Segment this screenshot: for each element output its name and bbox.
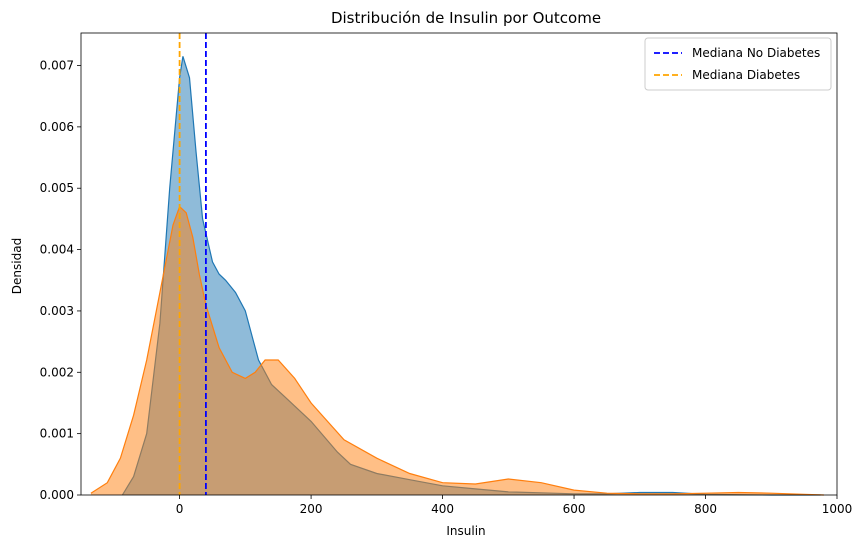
plot-area [90,33,824,496]
legend-label: Mediana No Diabetes [692,46,820,60]
y-tick-label: 0.004 [40,243,74,257]
legend-box [644,37,832,91]
y-tick-label: 0.001 [40,427,74,441]
x-tick-label: 400 [431,502,454,516]
x-tick-label: 600 [563,502,586,516]
x-tick-label: 0 [176,502,184,516]
x-tick-label: 800 [694,502,717,516]
x-tick-label: 1000 [822,502,853,516]
x-axis: 0 200 400 600 800 1000 [176,495,852,516]
legend-label: Mediana Diabetes [692,68,800,82]
y-axis-label: Densidad [10,238,24,294]
legend: Mediana No Diabetes Mediana Diabetes [644,37,832,91]
y-tick-label: 0.005 [40,181,74,195]
y-tick-label: 0.002 [40,365,74,379]
y-tick-label: 0.003 [40,304,74,318]
y-tick-label: 0.006 [40,120,74,134]
density-line-1 [90,205,824,496]
y-tick-label: 0.000 [40,488,74,502]
plot-frame [80,32,838,496]
y-axis: 0.000 0.001 0.002 0.003 0.004 0.005 0.006 0.007 [40,59,81,502]
density-area-1 [90,206,824,495]
chart-title: Distribución de Insulin por Outcome [331,9,601,27]
y-tick-label: 0.007 [40,59,74,73]
x-axis-label: Insulin [446,524,485,538]
x-tick-label: 200 [300,502,323,516]
